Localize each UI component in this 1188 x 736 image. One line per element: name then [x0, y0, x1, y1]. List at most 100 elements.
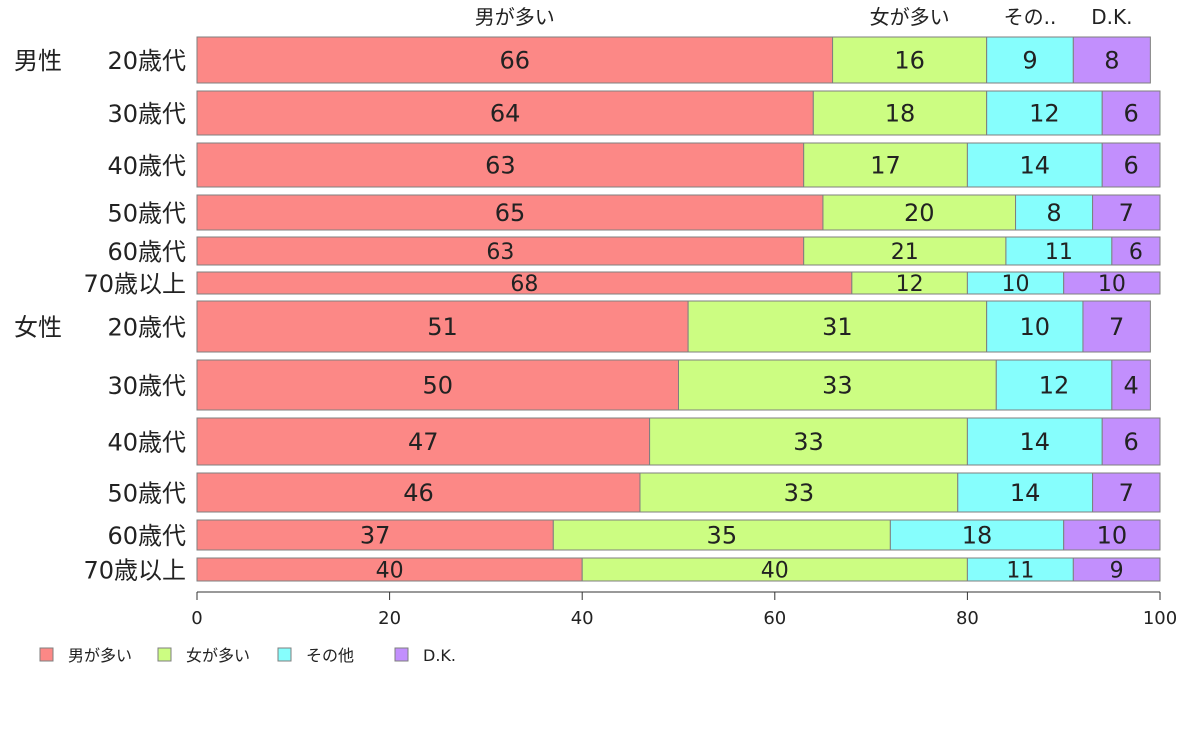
- data-label: 20: [904, 199, 935, 227]
- data-label: 14: [1010, 479, 1041, 507]
- data-label: 63: [485, 152, 516, 180]
- x-tick-label: 60: [763, 608, 786, 629]
- top-label: 男が多い: [475, 5, 555, 29]
- data-label: 51: [427, 313, 458, 341]
- data-label: 10: [1002, 272, 1030, 297]
- bar-segment: [832, 36, 988, 84]
- top-label: 女が多い: [870, 5, 950, 29]
- data-label: 33: [822, 372, 853, 400]
- row-label: 60歳代: [107, 522, 186, 550]
- legend-label: 男が多い: [68, 646, 132, 665]
- bar-segment: [196, 519, 554, 551]
- data-label: 7: [1119, 479, 1134, 507]
- legend-swatch: [277, 647, 292, 662]
- bar-segment: [1111, 359, 1151, 411]
- bar-segment: [552, 519, 891, 551]
- data-label: 50: [422, 372, 453, 400]
- group-label: 男性: [14, 47, 62, 75]
- data-label: 12: [896, 272, 924, 297]
- data-label: 40: [376, 558, 404, 583]
- x-axis: 0 20 40 60 80 100: [191, 591, 1177, 629]
- bar-segment: [1063, 271, 1161, 295]
- bar-segment: [986, 90, 1103, 136]
- data-label: 12: [1029, 100, 1060, 128]
- data-label: 14: [1020, 428, 1051, 456]
- bar-segment: [196, 417, 651, 466]
- data-label: 37: [360, 522, 391, 550]
- data-label: 7: [1119, 199, 1134, 227]
- data-label: 64: [490, 100, 521, 128]
- x-tick-label: 80: [956, 608, 979, 629]
- bar-segment: [986, 36, 1074, 84]
- bar-segment: [1101, 90, 1161, 136]
- x-tick-label: 100: [1143, 608, 1177, 629]
- row-label: 50歳代: [107, 200, 186, 228]
- bar-segment: [196, 472, 641, 513]
- data-label: 11: [1006, 558, 1034, 583]
- bar-segment: [812, 90, 988, 136]
- row-label: 70歳以上: [83, 557, 186, 585]
- row-label: 30歳代: [107, 100, 186, 128]
- bar-segment: [196, 90, 814, 136]
- data-label: 46: [403, 479, 434, 507]
- data-label: 6: [1129, 240, 1143, 265]
- bar-segment: [196, 36, 834, 84]
- legend-swatch: [394, 647, 409, 662]
- top-label: その..: [1004, 5, 1057, 29]
- data-label: 31: [822, 313, 853, 341]
- x-tick-label: 40: [571, 608, 594, 629]
- top-category-labels: 男が多い 女が多い その.. D.K.: [475, 5, 1133, 29]
- data-label: 14: [1020, 152, 1051, 180]
- data-label: 33: [784, 479, 815, 507]
- data-label: 17: [870, 152, 901, 180]
- data-label: 18: [962, 522, 993, 550]
- bar-segment: [678, 359, 997, 411]
- data-label: 6: [1123, 152, 1138, 180]
- bar-segment: [803, 236, 1007, 266]
- x-tick-label: 0: [191, 608, 202, 629]
- top-label: D.K.: [1091, 5, 1132, 29]
- legend-swatch: [39, 647, 54, 662]
- data-label: 8: [1104, 47, 1119, 75]
- bar-segment: [1101, 142, 1161, 188]
- data-label: 63: [486, 240, 514, 265]
- data-label: 10: [1097, 522, 1128, 550]
- bar-segment: [687, 300, 988, 353]
- data-label: 10: [1098, 272, 1126, 297]
- bar-segment: [196, 194, 824, 231]
- data-label: 12: [1039, 372, 1070, 400]
- data-label: 40: [761, 558, 789, 583]
- bar-segment: [1101, 417, 1161, 466]
- bar-segment: [649, 417, 968, 466]
- data-label: 6: [1123, 100, 1138, 128]
- row-labels: 20歳代 30歳代 40歳代 50歳代 60歳代 70歳以上 20歳代 30歳代 40歳代 50歳…: [83, 47, 186, 585]
- data-label: 68: [510, 272, 538, 297]
- bar-segment: [822, 194, 1017, 231]
- bar-segment: [1072, 557, 1161, 582]
- data-label: 8: [1046, 199, 1061, 227]
- bar-segment: [1111, 236, 1161, 266]
- data-label: 9: [1110, 558, 1124, 583]
- bar-segment: [1063, 519, 1161, 551]
- bar-segment: [1082, 300, 1151, 353]
- x-tick-label: 20: [378, 608, 401, 629]
- row-label: 30歳代: [107, 372, 186, 400]
- bar-segment: [966, 417, 1103, 466]
- row-label: 70歳以上: [83, 270, 186, 298]
- legend-label: その他: [306, 646, 354, 665]
- bar-segment: [1092, 472, 1161, 513]
- bar-segment: [1092, 194, 1161, 231]
- data-label: 21: [891, 240, 919, 265]
- data-label: 33: [793, 428, 824, 456]
- legend: 男が多い 女が多い その他 D.K.: [39, 646, 456, 665]
- legend-swatch: [157, 647, 172, 662]
- data-label: 10: [1020, 313, 1051, 341]
- data-label: 4: [1123, 372, 1138, 400]
- group-label: 女性: [14, 314, 62, 342]
- bar-segment: [1072, 36, 1151, 84]
- data-label: 66: [500, 47, 531, 75]
- bar-segment: [196, 236, 805, 266]
- legend-label: D.K.: [423, 646, 456, 665]
- bar-segment: [1005, 236, 1113, 266]
- legend-label: 女が多い: [186, 646, 250, 665]
